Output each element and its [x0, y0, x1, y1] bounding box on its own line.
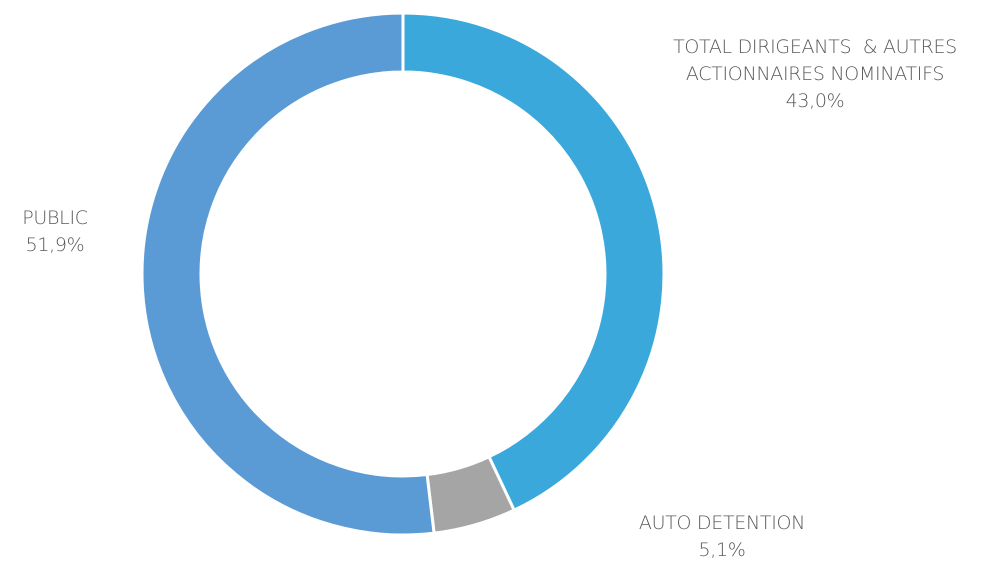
category-label: AUTO DETENTION — [638, 512, 806, 534]
category-label: PUBLIC — [22, 207, 88, 229]
value-label: 51,9% — [25, 234, 85, 256]
donut-slice — [401, 11, 666, 513]
category-label: TOTAL DIRIGEANTS & AUTRES ACTIONNAIRES N… — [673, 36, 963, 85]
value-label: 5,1% — [698, 539, 746, 561]
value-label: 43,0% — [785, 90, 845, 112]
donut-slice — [140, 11, 436, 537]
